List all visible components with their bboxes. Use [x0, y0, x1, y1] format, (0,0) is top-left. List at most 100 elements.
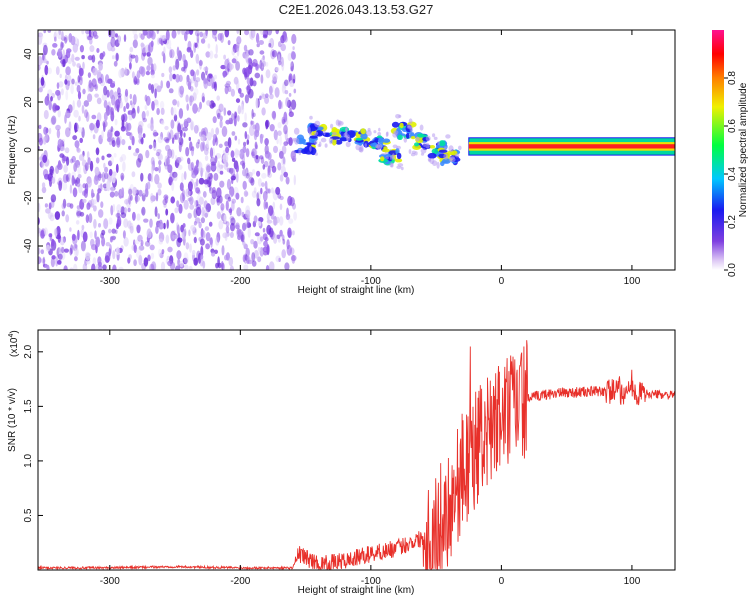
noise-speckle	[40, 258, 46, 263]
noise-speckle	[51, 238, 55, 247]
noise-speckle	[119, 156, 124, 163]
noise-speckle	[237, 234, 242, 241]
noise-speckle	[46, 264, 50, 270]
noise-speckle	[260, 74, 264, 84]
noise-speckle	[72, 43, 79, 53]
transition-haze	[408, 149, 412, 154]
noise-speckle	[275, 186, 281, 195]
noise-speckle	[244, 112, 247, 122]
noise-speckle	[69, 203, 74, 209]
noise-speckle	[50, 117, 56, 126]
noise-speckle	[259, 50, 265, 55]
noise-speckle	[212, 133, 218, 143]
noise-speckle	[194, 42, 198, 48]
snr-scale-label: (x104)	[8, 330, 20, 357]
transition-haze	[345, 141, 351, 148]
transition-haze	[314, 120, 321, 128]
noise-speckle	[111, 55, 115, 60]
noise-speckle	[186, 103, 189, 111]
noise-speckle	[281, 156, 286, 167]
noise-speckle	[91, 78, 97, 88]
noise-speckle	[218, 143, 223, 148]
noise-speckle	[236, 30, 240, 34]
noise-speckle	[76, 147, 81, 153]
noise-speckle	[111, 140, 116, 147]
noise-speckle	[66, 156, 70, 166]
noise-speckle	[235, 192, 240, 200]
noise-speckle	[257, 178, 262, 187]
noise-speckle	[90, 238, 95, 247]
noise-speckle	[270, 187, 274, 194]
noise-speckle	[102, 120, 108, 128]
noise-speckle	[235, 150, 241, 156]
noise-speckle	[79, 45, 84, 53]
noise-speckle	[78, 154, 85, 161]
noise-speckle	[279, 135, 282, 146]
noise-speckle	[226, 167, 232, 173]
noise-speckle	[224, 254, 228, 261]
noise-speckle	[179, 260, 184, 268]
noise-speckle	[110, 37, 116, 48]
noise-speckle	[208, 187, 214, 194]
noise-speckle	[207, 172, 213, 180]
noise-speckle	[240, 160, 246, 166]
noise-speckle	[169, 171, 175, 182]
noise-speckle	[249, 125, 255, 137]
noise-speckle	[251, 168, 256, 175]
noise-speckle	[278, 257, 281, 262]
noise-speckle	[58, 246, 64, 255]
noise-speckle	[96, 48, 100, 53]
noise-speckle	[255, 155, 259, 160]
noise-speckle	[254, 232, 260, 237]
noise-speckle	[221, 126, 228, 137]
noise-speckle	[200, 38, 206, 44]
noise-speckle	[69, 227, 72, 232]
noise-speckle	[154, 174, 160, 185]
noise-speckle	[192, 71, 196, 82]
noise-speckle	[150, 40, 154, 48]
noise-speckle	[174, 207, 179, 214]
noise-speckle	[171, 30, 177, 39]
noise-speckle	[222, 232, 228, 239]
noise-speckle	[87, 93, 93, 102]
noise-speckle	[217, 256, 220, 267]
noise-speckle	[101, 130, 104, 140]
noise-speckle	[129, 225, 134, 234]
noise-speckle	[190, 69, 195, 77]
noise-speckle	[223, 214, 227, 223]
noise-speckle	[198, 131, 203, 137]
noise-speckle	[217, 112, 221, 120]
noise-speckle	[120, 125, 126, 132]
noise-speckle	[120, 114, 125, 122]
noise-speckle	[193, 165, 198, 177]
noise-speckle	[187, 157, 191, 165]
noise-speckle	[116, 216, 122, 227]
noise-speckle	[59, 73, 62, 79]
noise-speckle	[43, 58, 47, 64]
noise-speckle	[225, 119, 231, 125]
noise-speckle	[278, 237, 281, 243]
noise-speckle	[85, 111, 90, 123]
noise-speckle	[88, 30, 92, 38]
noise-speckle	[141, 110, 146, 121]
noise-speckle	[165, 234, 170, 244]
noise-speckle	[154, 206, 158, 217]
noise-speckle	[161, 35, 167, 41]
noise-speckle	[162, 198, 168, 206]
transition-haze	[398, 114, 402, 118]
noise-speckle	[187, 181, 193, 192]
noise-speckle	[76, 63, 81, 68]
noise-speckle	[126, 197, 132, 209]
noise-speckle	[47, 211, 53, 220]
noise-speckle	[246, 139, 250, 145]
noise-speckle	[148, 144, 153, 150]
noise-speckle	[157, 37, 160, 45]
noise-speckle	[138, 245, 145, 251]
noise-speckle	[221, 262, 225, 270]
noise-speckle	[204, 183, 209, 188]
noise-speckle	[63, 265, 68, 270]
noise-speckle	[142, 133, 146, 139]
noise-speckle	[227, 40, 231, 46]
noise-speckle	[211, 31, 217, 39]
noise-speckle	[220, 261, 224, 270]
